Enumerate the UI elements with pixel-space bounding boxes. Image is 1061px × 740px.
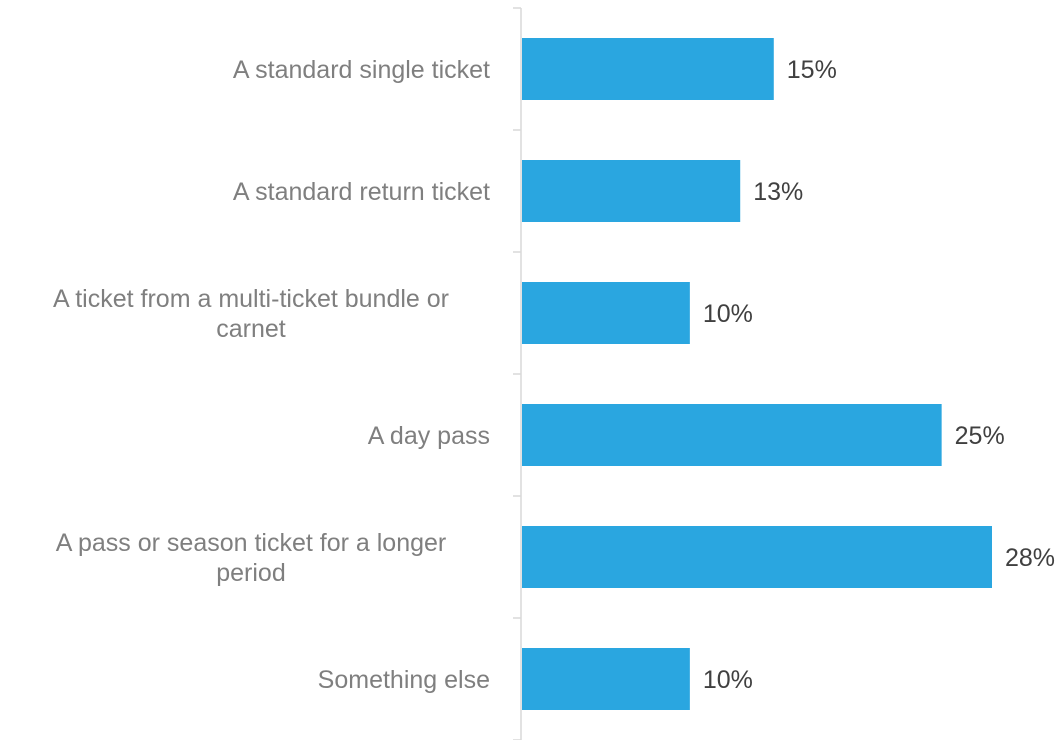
category-label-line: Something else: [318, 666, 490, 694]
category-label: Something else: [318, 666, 490, 694]
category-label: A pass or season ticket for a longer peri…: [56, 529, 447, 587]
category-label-line: A standard single ticket: [233, 56, 490, 84]
category-label-line: A pass or season ticket for a longer: [56, 529, 447, 557]
data-label: 10%: [703, 666, 753, 694]
data-label: 10%: [703, 300, 753, 328]
category-label-line: period: [216, 559, 286, 587]
category-label-line: A ticket from a multi-ticket bundle or: [53, 285, 449, 313]
category-label: A day pass: [368, 422, 490, 450]
bar: [522, 38, 774, 100]
category-label-line: A standard return ticket: [233, 178, 490, 206]
data-label: 25%: [955, 422, 1005, 450]
data-labels: 15% 13% 10% 25% 28% 10%: [703, 56, 1055, 694]
bar: [522, 526, 992, 588]
category-labels: A standard single ticket A standard retur…: [53, 56, 490, 694]
category-label-line: A day pass: [368, 422, 490, 450]
bar: [522, 282, 690, 344]
data-label: 15%: [787, 56, 837, 84]
bar: [522, 160, 741, 222]
data-label: 13%: [753, 178, 803, 206]
bar: [522, 404, 942, 466]
category-label: A standard single ticket: [233, 56, 490, 84]
category-label: A standard return ticket: [233, 178, 490, 206]
category-label-line: carnet: [216, 315, 286, 343]
category-axis: [513, 7, 522, 740]
data-label: 28%: [1005, 544, 1055, 572]
bar: [522, 648, 690, 710]
bars: [522, 38, 992, 710]
category-label: A ticket from a multi-ticket bundle or ca…: [53, 285, 449, 343]
